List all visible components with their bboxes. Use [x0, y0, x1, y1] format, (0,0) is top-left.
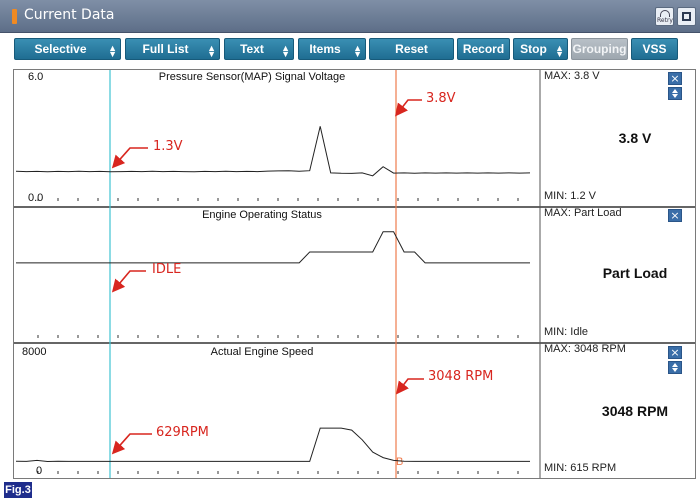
annotation-arrow — [111, 147, 148, 169]
full-list-button[interactable]: Full List ▲ ▼ — [125, 38, 220, 60]
stop-button[interactable]: Stop ▲ ▼ — [513, 38, 568, 60]
title-bar: Current Data Retry — [0, 0, 700, 33]
panel2-max: MAX: Part Load — [544, 207, 622, 219]
trace-line-3 — [15, 427, 530, 463]
trace-line-2 — [16, 231, 530, 264]
panel1-max: MAX: 3.8 V — [544, 70, 600, 82]
panel3-title: Actual Engine Speed — [211, 346, 314, 358]
panel1-pin-button[interactable] — [668, 87, 682, 100]
ticks-group — [37, 198, 519, 474]
annotation-arrow — [396, 378, 424, 395]
retry-button[interactable]: Retry — [655, 7, 674, 26]
panel1-ymin-label: 0.0 — [28, 192, 43, 204]
retry-icon — [660, 10, 670, 17]
annotation-status-idle: IDLE — [152, 262, 182, 277]
panel2-title: Engine Operating Status — [202, 209, 322, 221]
grouping-label: Grouping — [572, 42, 627, 56]
vss-button[interactable]: VSS — [631, 38, 678, 60]
trace-line-1 — [15, 126, 531, 177]
annotation-arrow — [111, 433, 152, 455]
panel3-ymin-label: 0 — [36, 465, 42, 477]
annotation-arrow — [395, 99, 422, 117]
cursor-b-mark: B — [396, 456, 403, 468]
text-button[interactable]: Text ▲ ▼ — [224, 38, 294, 60]
full-list-label: Full List — [142, 42, 189, 56]
panel2-min: MIN: Idle — [544, 326, 589, 338]
window-toggle-icon — [682, 12, 691, 21]
grouping-button[interactable]: Grouping — [571, 38, 628, 60]
text-label: Text — [240, 42, 264, 56]
panel2-close-button[interactable]: × — [668, 209, 682, 222]
window-toggle-button[interactable] — [677, 7, 696, 26]
traces-group — [15, 126, 531, 463]
annotation-map-peak: 3.8V — [426, 91, 456, 106]
warning-bar-icon — [12, 9, 17, 24]
stop-label: Stop — [520, 42, 547, 56]
panel3-close-button[interactable]: × — [668, 346, 682, 359]
annotation-map-idle: 1.3V — [153, 139, 183, 154]
window-title: Current Data — [24, 7, 115, 23]
panel3-ymax-label: 8000 — [22, 346, 46, 358]
annotation-arrow — [111, 270, 146, 293]
retry-label: Retry — [657, 17, 673, 24]
panel1-min: MIN: 1.2 V — [544, 190, 596, 202]
record-label: Record — [462, 42, 505, 56]
annotation-rpm-idle: 629RPM — [156, 425, 209, 440]
panel3-max: MAX: 3048 RPM — [544, 343, 626, 355]
figure-label: Fig.3 — [4, 482, 32, 498]
panel3-min: MIN: 615 RPM — [544, 462, 617, 474]
panel3-current-value: 3048 RPM — [601, 403, 669, 419]
panel1-close-button[interactable]: × — [668, 72, 682, 85]
annotation-rpm-peak: 3048 RPM — [428, 369, 494, 384]
panel1-current-value: 3.8 V — [618, 130, 652, 146]
record-button[interactable]: Record — [457, 38, 510, 60]
panel2-current-value: Part Load — [602, 265, 668, 281]
panel3-pin-button[interactable] — [668, 361, 682, 374]
panel1-ymax-label: 6.0 — [28, 71, 43, 83]
vss-label: VSS — [642, 42, 667, 56]
panel1-title: Pressure Sensor(MAP) Signal Voltage — [159, 71, 345, 83]
